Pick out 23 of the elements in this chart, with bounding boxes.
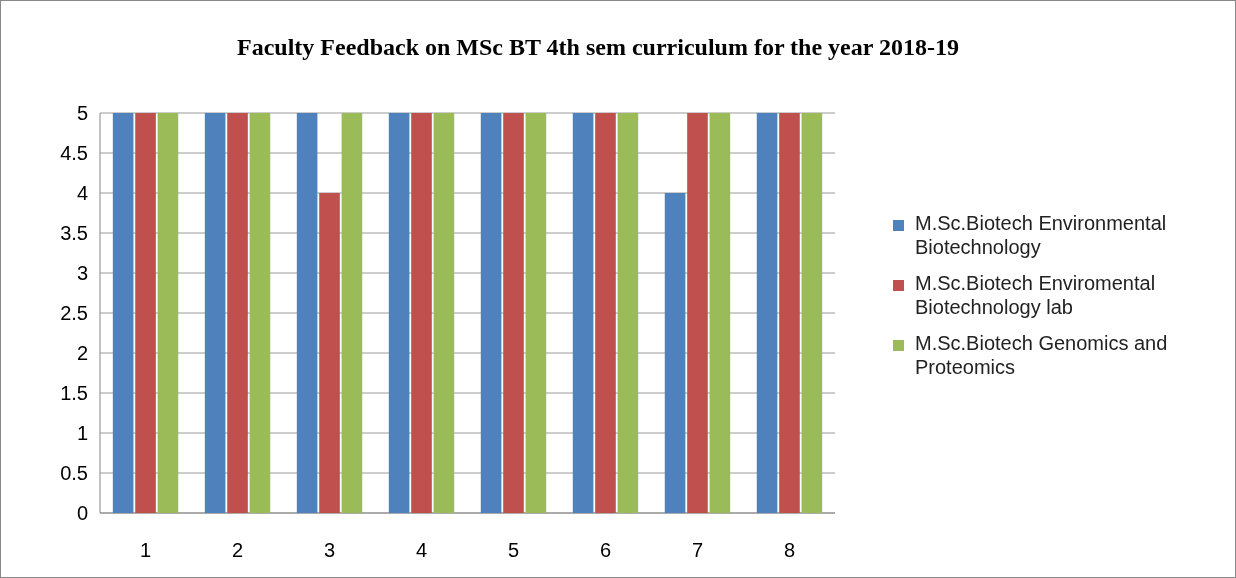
y-tick-label: 2.5 xyxy=(60,302,88,324)
x-tick-label: 4 xyxy=(415,539,428,561)
x-tick-label: 1 xyxy=(139,539,152,561)
y-tick-label: 3.5 xyxy=(60,222,88,244)
x-tick-label: 3 xyxy=(323,539,336,561)
y-tick-label: 2 xyxy=(76,342,88,364)
legend-label: M.Sc.Biotech Genomics and Proteomics xyxy=(915,332,1168,378)
y-tick-label: 0 xyxy=(76,502,88,524)
x-tick-label: 5 xyxy=(507,539,520,561)
y-tick-label: 5 xyxy=(76,102,88,124)
y-tick-label: 1.5 xyxy=(60,382,88,404)
x-tick-label: 7 xyxy=(691,539,704,561)
y-tick-label: 4.5 xyxy=(60,142,88,164)
y-tick-label: 3 xyxy=(76,262,88,284)
x-tick-label: 8 xyxy=(783,539,796,561)
y-tick-label: 4 xyxy=(76,182,88,204)
legend-label: M.Sc.Biotech Environmental Biotechnology xyxy=(915,212,1167,258)
y-tick-label: 0.5 xyxy=(60,462,88,484)
y-tick-label: 1 xyxy=(76,422,88,444)
legend-label: M.Sc.Biotech Enviromental Biotechnology lab xyxy=(915,272,1156,318)
chart-title: Faculty Feedback on MSc BT 4th sem curriculum for the year 2018-19 xyxy=(237,34,959,60)
x-tick-label: 6 xyxy=(599,539,612,561)
x-tick-label: 2 xyxy=(231,539,244,561)
